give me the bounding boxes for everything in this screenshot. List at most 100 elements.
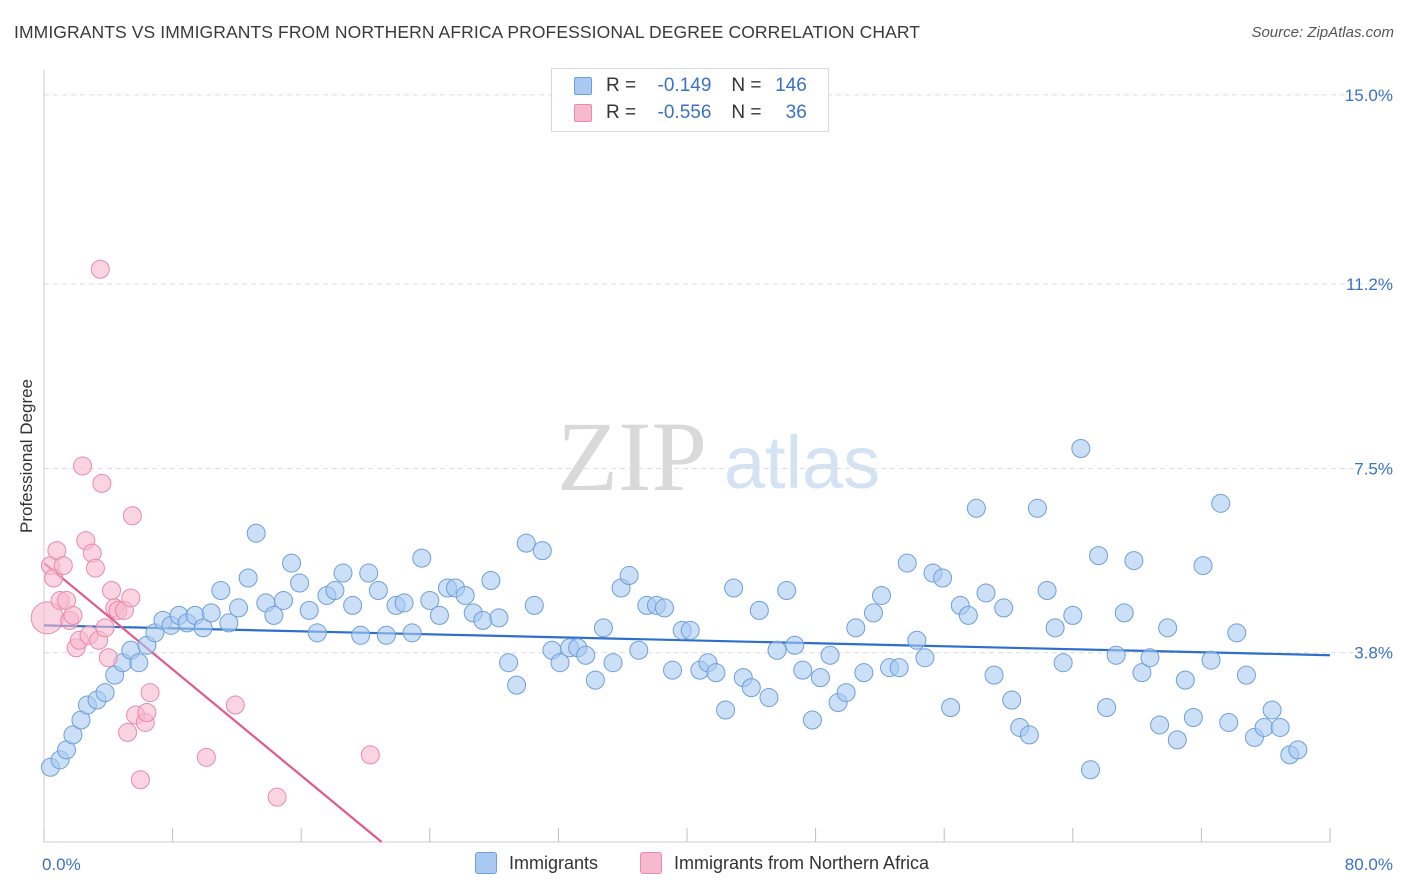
point-immigrants: [507, 675, 527, 695]
point-immigrants: [793, 660, 813, 680]
point-northern-africa: [53, 556, 73, 576]
point-immigrants: [1037, 580, 1057, 600]
legend-n-label: N =: [731, 102, 762, 123]
point-northern-africa: [130, 770, 150, 790]
point-immigrants: [95, 683, 115, 703]
point-immigrants: [1045, 618, 1065, 638]
point-immigrants: [1027, 498, 1047, 518]
point-northern-africa: [267, 787, 287, 807]
point-immigrants: [994, 598, 1014, 618]
bottom-legend-immigrants: Immigrants: [475, 852, 598, 874]
point-northern-africa: [73, 456, 93, 476]
point-northern-africa: [121, 588, 141, 608]
axes: [43, 70, 1331, 843]
point-immigrants: [1150, 715, 1170, 735]
legend-r-label: R =: [606, 102, 637, 123]
source-credit: Source: ZipAtlas.com: [1251, 24, 1394, 41]
point-northern-africa: [360, 745, 380, 765]
point-immigrants: [238, 568, 258, 588]
point-immigrants: [1158, 618, 1178, 638]
point-immigrants: [429, 605, 449, 625]
legend-swatch-blue: [574, 77, 592, 95]
point-immigrants: [863, 603, 883, 623]
point-immigrants: [836, 683, 856, 703]
point-immigrants: [933, 568, 953, 588]
y-tick-label: 3.8%: [1354, 644, 1393, 663]
point-immigrants: [966, 498, 986, 518]
point-immigrants: [976, 583, 996, 603]
point-immigrants: [351, 625, 371, 645]
watermark-zip: ZIP: [557, 401, 707, 512]
point-immigrants: [368, 580, 388, 600]
x-tick-label-min: 0.0%: [42, 855, 81, 874]
point-immigrants: [749, 600, 769, 620]
watermark: ZIP atlas: [557, 401, 880, 512]
tick-labels: 3.8% 7.5% 11.2% 15.0% 0.0% 80.0%: [42, 86, 1393, 874]
point-immigrants: [889, 658, 909, 678]
point-immigrants: [219, 613, 239, 633]
point-immigrants: [741, 678, 761, 698]
legend-r-value: -0.149: [657, 75, 712, 96]
point-immigrants: [274, 590, 294, 610]
point-northern-africa: [225, 695, 245, 715]
point-northern-africa: [122, 506, 142, 526]
point-immigrants: [593, 618, 613, 638]
chart-title: IMMIGRANTS VS IMMIGRANTS FROM NORTHERN A…: [14, 22, 921, 42]
point-immigrants: [412, 548, 432, 568]
point-immigrants: [846, 618, 866, 638]
point-immigrants: [1201, 650, 1221, 670]
point-immigrants: [499, 653, 519, 673]
point-immigrants: [473, 610, 493, 630]
point-immigrants: [246, 523, 266, 543]
point-immigrants: [1262, 700, 1282, 720]
data-points: [30, 259, 1308, 807]
point-northern-africa: [95, 618, 115, 638]
point-immigrants: [907, 630, 927, 650]
point-immigrants: [941, 698, 961, 718]
bottom-legend-label: Immigrants from Northern Africa: [674, 852, 930, 873]
point-northern-africa: [63, 605, 83, 625]
watermark-atlas: atlas: [724, 421, 880, 504]
y-tick-label: 11.2%: [1346, 275, 1393, 294]
point-immigrants: [897, 553, 917, 573]
point-immigrants: [724, 578, 744, 598]
point-immigrants: [229, 598, 249, 618]
point-immigrants: [629, 640, 649, 660]
x-tick-label-max: 80.0%: [1345, 855, 1393, 874]
point-northern-africa: [137, 703, 157, 723]
point-immigrants: [1211, 493, 1231, 513]
point-immigrants: [1019, 725, 1039, 745]
point-immigrants: [785, 635, 805, 655]
point-immigrants: [1106, 645, 1126, 665]
point-immigrants: [1219, 712, 1239, 732]
point-immigrants: [854, 663, 874, 683]
point-immigrants: [129, 653, 149, 673]
point-immigrants: [550, 653, 570, 673]
point-immigrants: [1175, 670, 1195, 690]
point-immigrants: [603, 653, 623, 673]
point-immigrants: [1080, 760, 1100, 780]
point-immigrants: [984, 665, 1004, 685]
point-immigrants: [489, 608, 509, 628]
point-immigrants: [619, 566, 639, 586]
legend-n-value: 36: [785, 102, 807, 123]
point-immigrants: [1114, 603, 1134, 623]
point-immigrants: [201, 603, 221, 623]
point-immigrants: [958, 605, 978, 625]
point-immigrants: [1053, 653, 1073, 673]
point-immigrants: [1002, 690, 1022, 710]
point-immigrants: [420, 590, 440, 610]
point-immigrants: [299, 600, 319, 620]
point-northern-africa: [118, 722, 138, 742]
point-immigrants: [820, 645, 840, 665]
point-northern-africa: [90, 259, 110, 279]
point-immigrants: [481, 571, 501, 591]
point-immigrants: [394, 593, 414, 613]
bottom-legend-swatch-pink: [640, 852, 662, 874]
point-northern-africa: [196, 747, 216, 767]
point-immigrants: [1071, 439, 1091, 459]
point-immigrants: [1063, 605, 1083, 625]
legend-n-value: 146: [775, 75, 807, 96]
point-immigrants: [1288, 740, 1308, 760]
